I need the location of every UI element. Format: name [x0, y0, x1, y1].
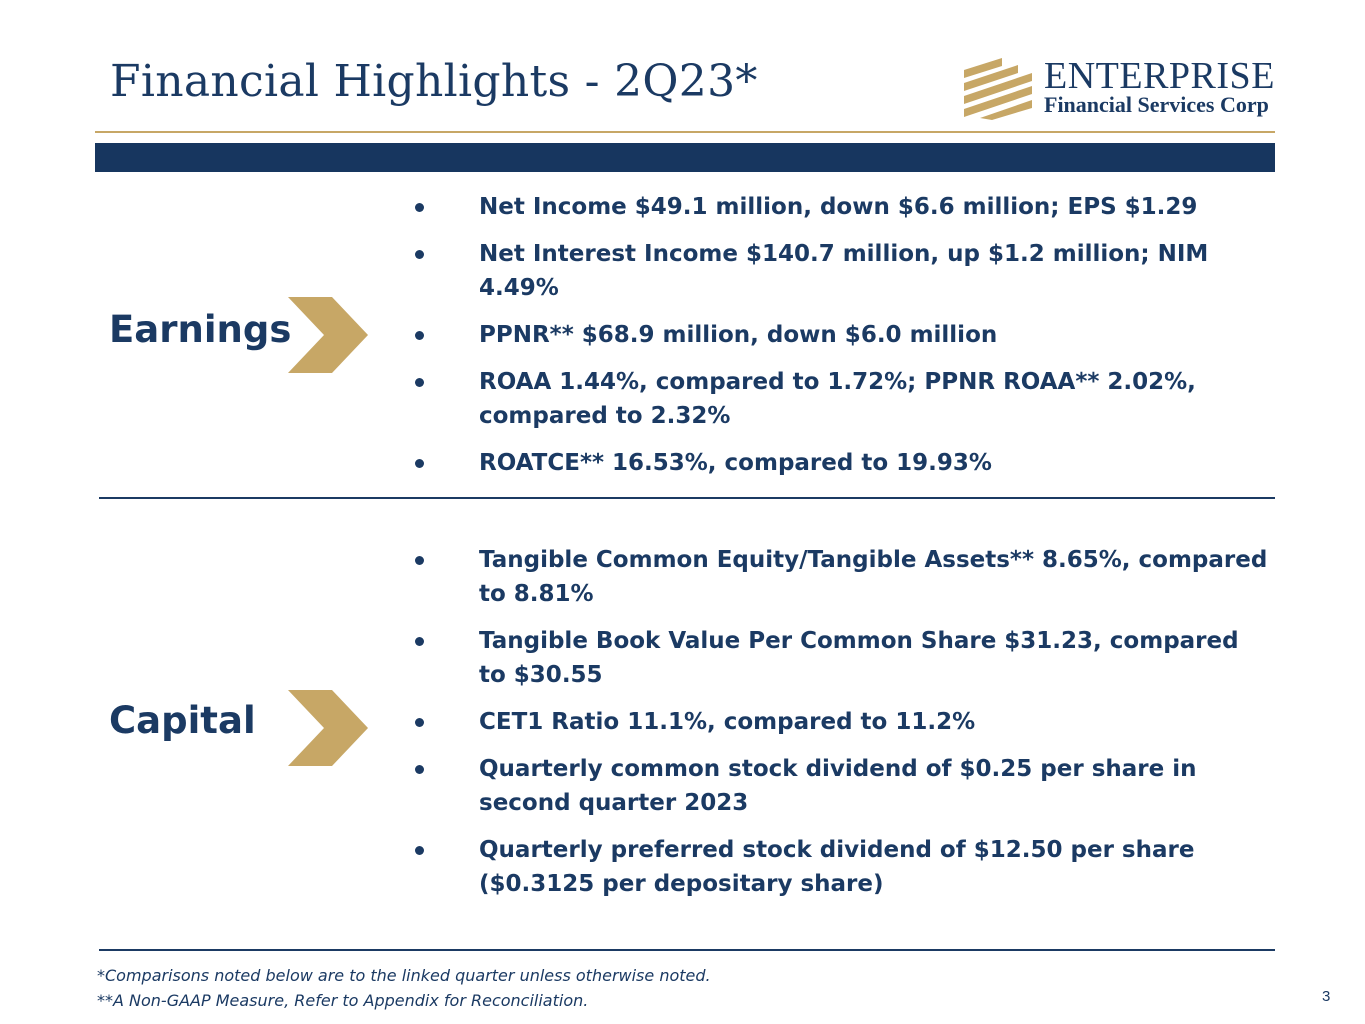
bullet-dot-icon	[415, 718, 424, 727]
bullet-dot-icon	[415, 331, 424, 340]
list-item: Quarterly common stock dividend of $0.25…	[410, 752, 1270, 820]
list-item: Tangible Book Value Per Common Share $31…	[410, 624, 1270, 692]
footnote-non-gaap: **A Non-GAAP Measure, Refer to Appendix …	[97, 991, 589, 1010]
chevron-right-icon	[288, 690, 368, 766]
bullet-text: Net Income $49.1 million, down $6.6 mill…	[479, 194, 1198, 220]
list-item: ROATCE** 16.53%, compared to 19.93%	[410, 446, 1270, 480]
bullet-dot-icon	[415, 250, 424, 259]
earnings-bullet-list: Net Income $49.1 million, down $6.6 mill…	[410, 190, 1270, 493]
footnote-comparisons: *Comparisons noted below are to the link…	[97, 966, 711, 985]
bullet-dot-icon	[415, 846, 424, 855]
page-title: Financial Highlights - 2Q23*	[110, 56, 758, 107]
list-item: Net Income $49.1 million, down $6.6 mill…	[410, 190, 1270, 224]
enterprise-stripes-logo-icon	[964, 58, 1032, 120]
section-divider	[99, 497, 1275, 499]
bullet-dot-icon	[415, 378, 424, 387]
list-item: Net Interest Income $140.7 million, up $…	[410, 237, 1270, 305]
bullet-text: Quarterly preferred stock dividend of $1…	[479, 837, 1195, 897]
list-item: Tangible Common Equity/Tangible Assets**…	[410, 543, 1270, 611]
section-label-earnings: Earnings	[109, 308, 292, 351]
bullet-text: ROATCE** 16.53%, compared to 19.93%	[479, 450, 992, 476]
bullet-text: ROAA 1.44%, compared to 1.72%; PPNR ROAA…	[479, 369, 1196, 429]
logo-subtitle: Financial Services Corp	[1044, 92, 1269, 117]
header-gold-rule	[95, 131, 1275, 133]
list-item: Quarterly preferred stock dividend of $1…	[410, 833, 1270, 901]
bullet-text: Tangible Book Value Per Common Share $31…	[479, 628, 1239, 688]
bullet-dot-icon	[415, 556, 424, 565]
bullet-text: CET1 Ratio 11.1%, compared to 11.2%	[479, 709, 976, 735]
list-item: PPNR** $68.9 million, down $6.0 million	[410, 318, 1270, 352]
capital-bullet-list: Tangible Common Equity/Tangible Assets**…	[410, 543, 1270, 914]
page-number: 3	[1322, 988, 1331, 1005]
section-label-capital: Capital	[109, 699, 256, 742]
bullet-dot-icon	[415, 765, 424, 774]
bullet-dot-icon	[415, 459, 424, 468]
bullet-text: PPNR** $68.9 million, down $6.0 million	[479, 322, 998, 348]
bullet-text: Net Interest Income $140.7 million, up $…	[479, 241, 1209, 301]
bullet-dot-icon	[415, 637, 424, 646]
list-item: ROAA 1.44%, compared to 1.72%; PPNR ROAA…	[410, 365, 1270, 433]
bullet-text: Tangible Common Equity/Tangible Assets**…	[479, 547, 1268, 607]
company-logo: ENTERPRISE Financial Services Corp	[962, 55, 1275, 122]
header-navy-bar	[95, 143, 1275, 172]
footer-divider	[99, 949, 1275, 951]
bullet-text: Quarterly common stock dividend of $0.25…	[479, 756, 1197, 816]
footnotes: *Comparisons noted below are to the link…	[97, 963, 711, 1013]
bullet-dot-icon	[415, 203, 424, 212]
logo-name: ENTERPRISE	[1044, 55, 1275, 97]
chevron-right-icon	[288, 297, 368, 373]
list-item: CET1 Ratio 11.1%, compared to 11.2%	[410, 705, 1270, 739]
